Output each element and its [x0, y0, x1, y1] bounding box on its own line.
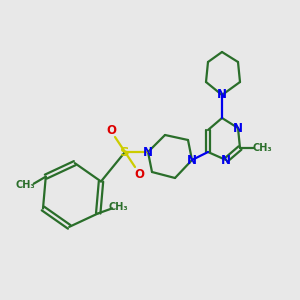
Text: CH₃: CH₃ — [16, 180, 36, 190]
Text: N: N — [221, 154, 231, 166]
Text: O: O — [134, 167, 144, 181]
Text: CH₃: CH₃ — [108, 202, 128, 212]
Text: CH₃: CH₃ — [252, 143, 272, 153]
Text: N: N — [217, 88, 227, 101]
Text: N: N — [233, 122, 243, 134]
Text: N: N — [143, 146, 153, 158]
Text: N: N — [187, 154, 197, 166]
Text: S: S — [120, 146, 130, 158]
Text: O: O — [106, 124, 116, 136]
